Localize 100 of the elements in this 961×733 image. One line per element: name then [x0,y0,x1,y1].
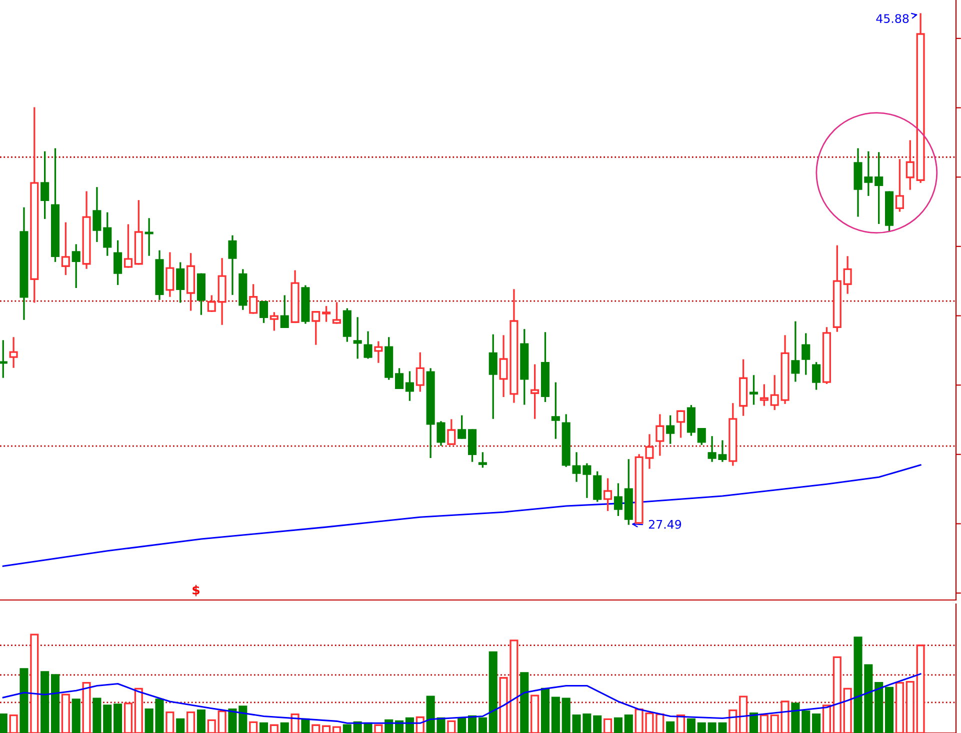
candlestick [656,414,664,456]
candlestick [802,333,810,375]
candlestick [166,252,174,297]
candlestick [155,250,164,300]
candlestick [405,371,414,401]
bar [697,722,706,733]
candlestick [624,459,633,525]
candlestick [739,359,748,416]
candlestick [30,107,39,303]
candlestick [82,191,91,269]
bar [780,700,790,733]
candlestick [832,245,842,332]
candlestick [92,187,102,242]
candlestick [218,258,226,325]
candlestick [114,240,122,285]
bar [9,714,18,733]
bar [20,668,28,733]
candlestick [540,332,550,402]
candlestick [72,244,80,288]
bar [822,704,831,733]
bar [739,696,748,733]
annotation: 45.88 [876,14,909,24]
bar [301,718,310,733]
candlestick [301,285,310,324]
candlestick [186,253,196,311]
bar [906,680,914,733]
bar [895,682,904,733]
candlestick [0,340,8,378]
bar [749,712,758,733]
candlestick [760,384,768,406]
bar [604,718,612,733]
bar [82,682,91,733]
bar [843,688,852,733]
candlestick [874,152,884,224]
candlestick [144,218,154,256]
bar [312,724,320,733]
bar [176,718,185,733]
bar [666,721,675,733]
text: $ [192,584,200,596]
candlestick [812,362,821,390]
bar [874,682,884,733]
bar [447,720,456,733]
bar [280,722,289,733]
bar [832,656,842,733]
bar [405,717,414,733]
bar [760,714,768,733]
bar [249,721,258,733]
bar [770,714,779,733]
candlestick [384,337,394,380]
candlestick [604,478,612,511]
candlestick [176,262,185,303]
bar [791,702,800,733]
bar [686,718,696,733]
candlestick [551,382,560,439]
bar [458,717,466,733]
candlestick [20,207,28,320]
bar [259,722,268,733]
bar [270,724,278,733]
bar [322,725,331,733]
bar [166,711,174,733]
bar [40,671,50,733]
bar [802,710,810,733]
bar [290,713,300,733]
bar [0,713,8,733]
annotation: 27.49 [648,520,682,529]
bar [540,688,550,733]
candlestick [228,235,237,295]
bar [114,704,122,733]
candlestick [791,321,800,382]
bar [30,634,39,733]
bar [196,710,206,733]
candlestick [686,405,696,436]
candlestick [780,335,790,404]
bar [374,724,383,733]
bar [207,719,216,733]
bar [332,726,342,733]
bar [218,710,226,733]
candlestick [374,341,383,363]
bar [530,694,540,733]
candlestick [50,148,60,262]
candlestick [843,256,852,294]
candlestick [40,151,50,219]
bar [520,672,529,733]
bar [468,715,477,733]
bar [186,711,196,733]
candlestick [728,403,738,466]
bar [134,688,143,733]
bar [342,724,352,733]
bar [92,698,102,733]
bar [124,702,133,733]
candlestick [530,364,540,419]
bar [916,644,925,733]
bar [103,704,112,733]
bar [728,710,738,733]
bar [885,686,894,733]
candlestick [520,329,529,405]
bar [416,716,424,733]
candlestick [666,415,675,444]
bar [488,651,498,733]
bar [593,715,602,733]
